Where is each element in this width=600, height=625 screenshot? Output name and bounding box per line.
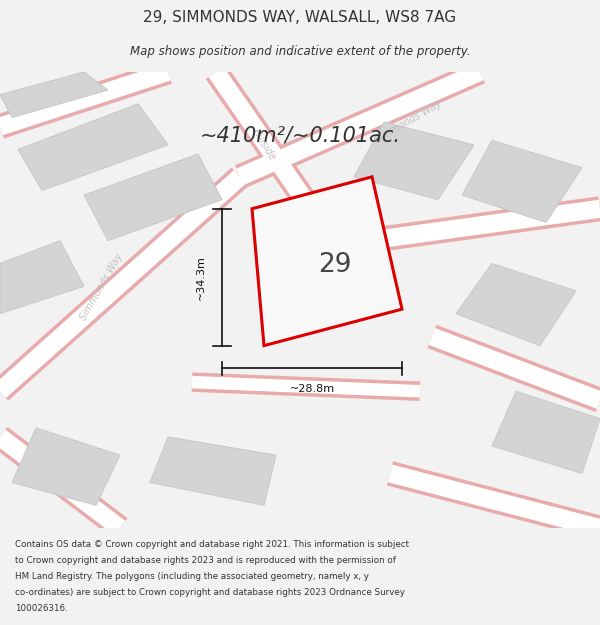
Text: Simmonds Way: Simmonds Way — [373, 99, 443, 145]
Polygon shape — [456, 264, 576, 346]
Polygon shape — [252, 177, 402, 346]
Text: 29: 29 — [318, 252, 351, 278]
Polygon shape — [0, 241, 84, 314]
Text: 29, SIMMONDS WAY, WALSALL, WS8 7AG: 29, SIMMONDS WAY, WALSALL, WS8 7AG — [143, 11, 457, 26]
Polygon shape — [84, 154, 222, 241]
Text: 100026316.: 100026316. — [15, 604, 68, 612]
Text: Map shows position and indicative extent of the property.: Map shows position and indicative extent… — [130, 45, 470, 58]
Polygon shape — [0, 72, 108, 118]
Polygon shape — [18, 104, 168, 191]
Text: co-ordinates) are subject to Crown copyright and database rights 2023 Ordnance S: co-ordinates) are subject to Crown copyr… — [15, 588, 405, 597]
Text: HM Land Registry. The polygons (including the associated geometry, namely x, y: HM Land Registry. The polygons (includin… — [15, 572, 369, 581]
Text: Contains OS data © Crown copyright and database right 2021. This information is : Contains OS data © Crown copyright and d… — [15, 540, 409, 549]
Polygon shape — [258, 231, 342, 291]
Polygon shape — [492, 391, 600, 473]
Text: Hillside: Hillside — [250, 127, 278, 162]
Text: ~410m²/~0.101ac.: ~410m²/~0.101ac. — [199, 126, 401, 146]
Polygon shape — [354, 122, 474, 199]
Text: ~34.3m: ~34.3m — [196, 255, 206, 299]
Text: to Crown copyright and database rights 2023 and is reproduced with the permissio: to Crown copyright and database rights 2… — [15, 556, 396, 565]
Polygon shape — [12, 428, 120, 505]
Polygon shape — [150, 437, 276, 505]
Text: Simmonds Way: Simmonds Way — [79, 251, 125, 321]
Polygon shape — [462, 140, 582, 222]
Text: ~28.8m: ~28.8m — [289, 384, 335, 394]
